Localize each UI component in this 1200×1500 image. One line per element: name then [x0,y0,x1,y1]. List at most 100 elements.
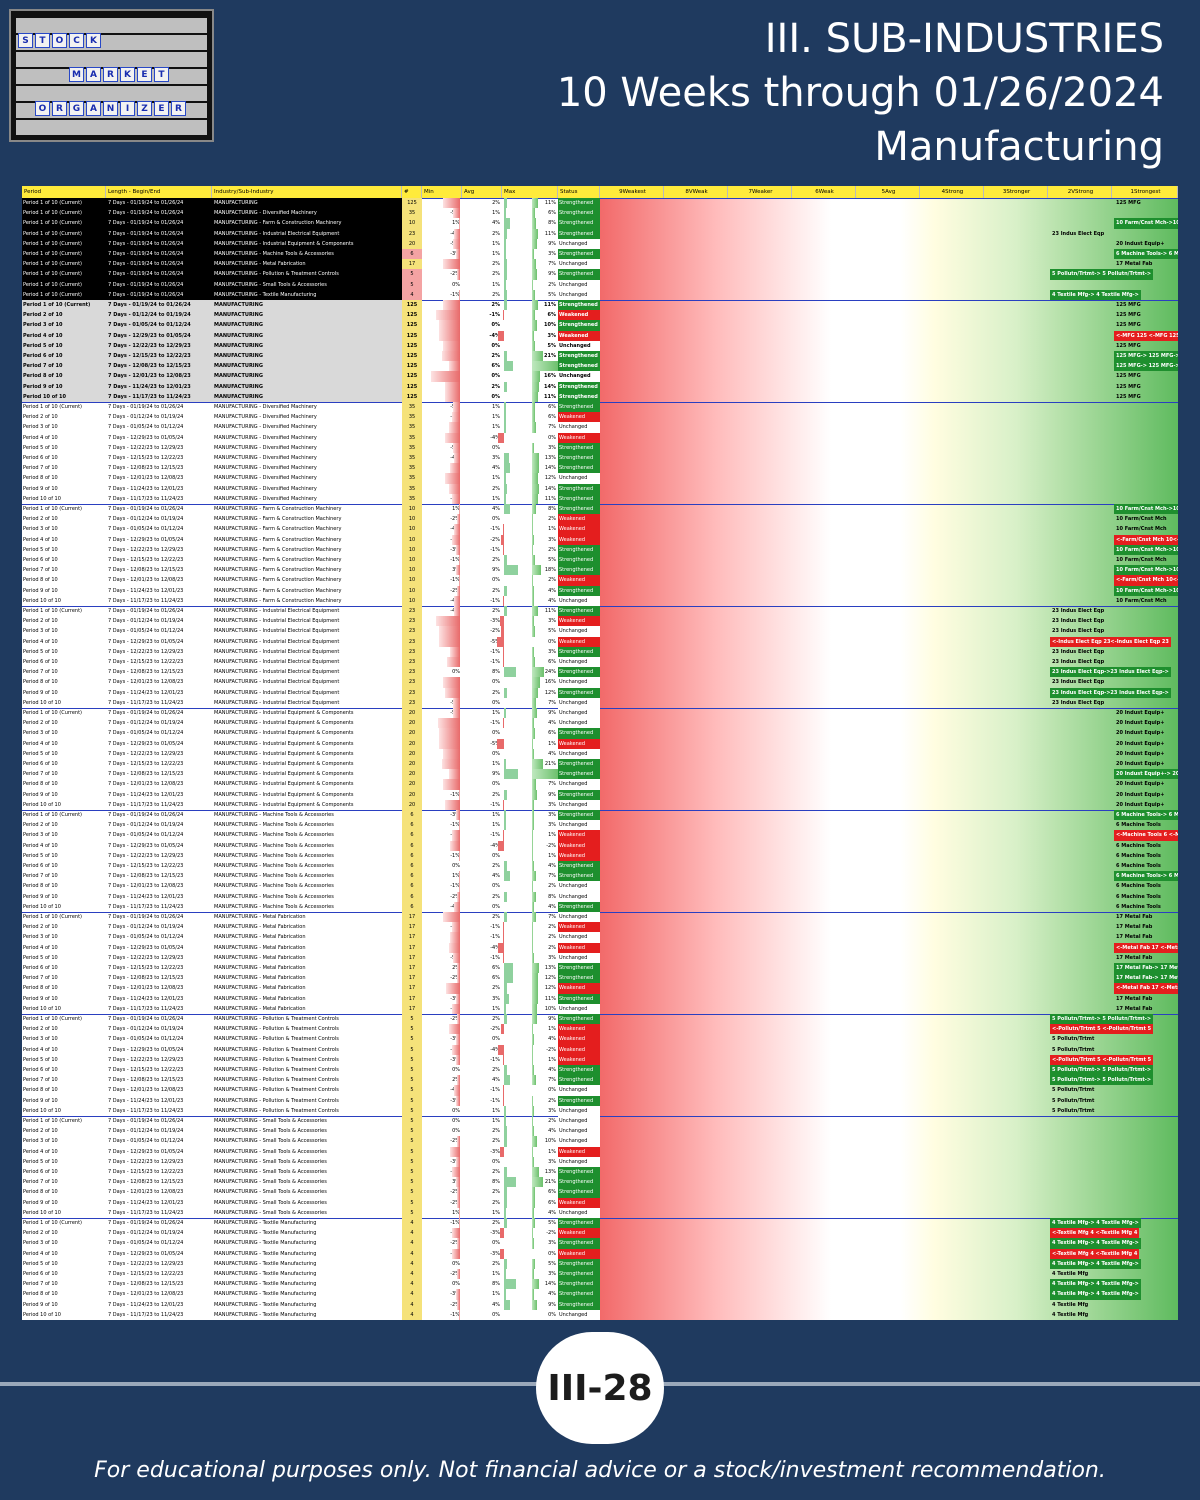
column-header[interactable]: 3Stronger [984,186,1048,198]
table-row[interactable]: Period 1 of 10 (Current) 7 Days - 01/19/2… [22,238,1178,249]
table-row[interactable]: Period 2 of 10 7 Days - 01/12/24 to 01/19… [22,514,1178,525]
table-row[interactable]: Period 9 of 10 7 Days - 11/24/23 to 12/01… [22,1299,1178,1310]
table-row[interactable]: Period 8 of 10 7 Days - 12/01/23 to 12/08… [22,983,1178,994]
table-row[interactable]: Period 5 of 10 7 Days - 12/22/23 to 12/29… [22,340,1178,351]
table-row[interactable]: Period 6 of 10 7 Days - 12/15/23 to 12/22… [22,555,1178,566]
table-row[interactable]: Period 4 of 10 7 Days - 12/29/23 to 01/05… [22,840,1178,851]
table-row[interactable]: Period 4 of 10 7 Days - 12/29/23 to 01/05… [22,738,1178,749]
table-row[interactable]: Period 5 of 10 7 Days - 12/22/23 to 12/29… [22,1156,1178,1167]
table-row[interactable]: Period 1 of 10 (Current) 7 Days - 01/19/2… [22,259,1178,270]
table-row[interactable]: Period 4 of 10 7 Days - 12/29/23 to 01/05… [22,1146,1178,1157]
table-row[interactable]: Period 1 of 10 (Current) 7 Days - 01/19/2… [22,279,1178,290]
table-row[interactable]: Period 10 of 10 7 Days - 11/17/23 to 11/2… [22,391,1178,402]
table-row[interactable]: Period 3 of 10 7 Days - 01/05/24 to 01/12… [22,320,1178,331]
table-row[interactable]: Period 1 of 10 (Current) 7 Days - 01/19/2… [22,708,1178,719]
table-row[interactable]: Period 1 of 10 (Current) 7 Days - 01/19/2… [22,269,1178,280]
table-row[interactable]: Period 6 of 10 7 Days - 12/15/23 to 12/22… [22,657,1178,668]
table-row[interactable]: Period 7 of 10 7 Days - 12/08/23 to 12/15… [22,1279,1178,1290]
table-row[interactable]: Period 6 of 10 7 Days - 12/15/23 to 12/22… [22,1269,1178,1280]
table-row[interactable]: Period 5 of 10 7 Days - 12/22/23 to 12/29… [22,1258,1178,1269]
table-row[interactable]: Period 4 of 10 7 Days - 12/29/23 to 01/05… [22,636,1178,647]
table-row[interactable]: Period 8 of 10 7 Days - 12/01/23 to 12/08… [22,881,1178,892]
table-row[interactable]: Period 2 of 10 7 Days - 01/12/24 to 01/19… [22,922,1178,933]
column-header[interactable]: Avg [462,186,502,198]
table-row[interactable]: Period 3 of 10 7 Days - 01/05/24 to 01/12… [22,422,1178,433]
table-row[interactable]: Period 10 of 10 7 Days - 11/17/23 to 11/2… [22,1309,1178,1320]
column-header[interactable]: 5Avg [856,186,920,198]
table-row[interactable]: Period 2 of 10 7 Days - 01/12/24 to 01/19… [22,820,1178,831]
table-row[interactable]: Period 1 of 10 (Current) 7 Days - 01/19/2… [22,198,1178,209]
table-row[interactable]: Period 8 of 10 7 Days - 12/01/23 to 12/08… [22,1289,1178,1300]
table-row[interactable]: Period 4 of 10 7 Days - 12/29/23 to 01/05… [22,330,1178,341]
column-header[interactable]: # [402,186,422,198]
table-row[interactable]: Period 3 of 10 7 Days - 01/05/24 to 01/12… [22,932,1178,943]
table-row[interactable]: Period 2 of 10 7 Days - 01/12/24 to 01/19… [22,1228,1178,1239]
table-row[interactable]: Period 9 of 10 7 Days - 11/24/23 to 12/01… [22,993,1178,1004]
table-row[interactable]: Period 1 of 10 (Current) 7 Days - 01/19/2… [22,300,1178,311]
table-row[interactable]: Period 7 of 10 7 Days - 12/08/23 to 12/15… [22,1075,1178,1086]
table-row[interactable]: Period 3 of 10 7 Days - 01/05/24 to 01/12… [22,626,1178,637]
column-header[interactable]: Period [22,186,106,198]
table-row[interactable]: Period 5 of 10 7 Days - 12/22/23 to 12/29… [22,544,1178,555]
table-row[interactable]: Period 6 of 10 7 Days - 12/15/23 to 12/22… [22,861,1178,872]
table-row[interactable]: Period 6 of 10 7 Days - 12/15/23 to 12/22… [22,1065,1178,1076]
table-row[interactable]: Period 10 of 10 7 Days - 11/17/23 to 11/2… [22,901,1178,912]
table-row[interactable]: Period 10 of 10 7 Days - 11/17/23 to 11/2… [22,697,1178,708]
column-header[interactable]: Min [422,186,462,198]
table-row[interactable]: Period 2 of 10 7 Days - 01/12/24 to 01/19… [22,1024,1178,1035]
table-row[interactable]: Period 7 of 10 7 Days - 12/08/23 to 12/15… [22,973,1178,984]
table-row[interactable]: Period 1 of 10 (Current) 7 Days - 01/19/2… [22,606,1178,617]
table-row[interactable]: Period 1 of 10 (Current) 7 Days - 01/19/2… [22,1014,1178,1025]
column-header[interactable]: 7Weaker [728,186,792,198]
table-row[interactable]: Period 7 of 10 7 Days - 12/08/23 to 12/15… [22,769,1178,780]
column-header[interactable]: 6Weak [792,186,856,198]
table-row[interactable]: Period 9 of 10 7 Days - 11/24/23 to 12/01… [22,789,1178,800]
table-row[interactable]: Period 7 of 10 7 Days - 12/08/23 to 12/15… [22,1177,1178,1188]
table-row[interactable]: Period 9 of 10 7 Days - 11/24/23 to 12/01… [22,687,1178,698]
table-row[interactable]: Period 2 of 10 7 Days - 01/12/24 to 01/19… [22,718,1178,729]
table-row[interactable]: Period 7 of 10 7 Days - 12/08/23 to 12/15… [22,361,1178,372]
table-row[interactable]: Period 3 of 10 7 Days - 01/05/24 to 01/12… [22,524,1178,535]
table-row[interactable]: Period 10 of 10 7 Days - 11/17/23 to 11/2… [22,1003,1178,1014]
table-row[interactable]: Period 4 of 10 7 Days - 12/29/23 to 01/05… [22,534,1178,545]
table-row[interactable]: Period 7 of 10 7 Days - 12/08/23 to 12/15… [22,463,1178,474]
table-row[interactable]: Period 5 of 10 7 Days - 12/22/23 to 12/29… [22,850,1178,861]
table-row[interactable]: Period 1 of 10 (Current) 7 Days - 01/19/2… [22,218,1178,229]
table-row[interactable]: Period 6 of 10 7 Days - 12/15/23 to 12/22… [22,351,1178,362]
table-row[interactable]: Period 3 of 10 7 Days - 01/05/24 to 01/12… [22,1238,1178,1249]
table-row[interactable]: Period 1 of 10 (Current) 7 Days - 01/19/2… [22,912,1178,923]
table-row[interactable]: Period 9 of 10 7 Days - 11/24/23 to 12/01… [22,891,1178,902]
column-header[interactable]: Industry/Sub-Industry [212,186,402,198]
table-row[interactable]: Period 3 of 10 7 Days - 01/05/24 to 01/12… [22,830,1178,841]
table-row[interactable]: Period 6 of 10 7 Days - 12/15/23 to 12/22… [22,759,1178,770]
table-row[interactable]: Period 7 of 10 7 Days - 12/08/23 to 12/15… [22,871,1178,882]
table-row[interactable]: Period 1 of 10 (Current) 7 Days - 01/19/2… [22,504,1178,515]
table-row[interactable]: Period 2 of 10 7 Days - 01/12/24 to 01/19… [22,310,1178,321]
table-row[interactable]: Period 8 of 10 7 Days - 12/01/23 to 12/08… [22,1085,1178,1096]
table-row[interactable]: Period 9 of 10 7 Days - 11/24/23 to 12/01… [22,1095,1178,1106]
column-header[interactable]: Status [558,186,600,198]
column-header[interactable]: 9Weakest [600,186,664,198]
table-row[interactable]: Period 10 of 10 7 Days - 11/17/23 to 11/2… [22,1105,1178,1116]
table-row[interactable]: Period 5 of 10 7 Days - 12/22/23 to 12/29… [22,646,1178,657]
table-row[interactable]: Period 10 of 10 7 Days - 11/17/23 to 11/2… [22,595,1178,606]
table-row[interactable]: Period 1 of 10 (Current) 7 Days - 01/19/2… [22,810,1178,821]
column-header[interactable]: Max [502,186,558,198]
table-row[interactable]: Period 3 of 10 7 Days - 01/05/24 to 01/12… [22,1034,1178,1045]
table-row[interactable]: Period 2 of 10 7 Days - 01/12/24 to 01/19… [22,1126,1178,1137]
table-row[interactable]: Period 1 of 10 (Current) 7 Days - 01/19/2… [22,249,1178,260]
column-header[interactable]: 1Strongest [1112,186,1178,198]
table-row[interactable]: Period 10 of 10 7 Days - 11/17/23 to 11/2… [22,799,1178,810]
table-row[interactable]: Period 2 of 10 7 Days - 01/12/24 to 01/19… [22,412,1178,423]
table-row[interactable]: Period 9 of 10 7 Days - 11/24/23 to 12/01… [22,483,1178,494]
table-row[interactable]: Period 6 of 10 7 Days - 12/15/23 to 12/22… [22,963,1178,974]
table-row[interactable]: Period 7 of 10 7 Days - 12/08/23 to 12/15… [22,565,1178,576]
table-row[interactable]: Period 5 of 10 7 Days - 12/22/23 to 12/29… [22,442,1178,453]
table-row[interactable]: Period 9 of 10 7 Days - 11/24/23 to 12/01… [22,1197,1178,1208]
table-row[interactable]: Period 8 of 10 7 Days - 12/01/23 to 12/08… [22,779,1178,790]
table-row[interactable]: Period 1 of 10 (Current) 7 Days - 01/19/2… [22,1116,1178,1127]
column-header[interactable]: 8VWeak [664,186,728,198]
table-row[interactable]: Period 3 of 10 7 Days - 01/05/24 to 01/12… [22,1136,1178,1147]
table-row[interactable]: Period 5 of 10 7 Days - 12/22/23 to 12/29… [22,748,1178,759]
table-row[interactable]: Period 9 of 10 7 Days - 11/24/23 to 12/01… [22,585,1178,596]
